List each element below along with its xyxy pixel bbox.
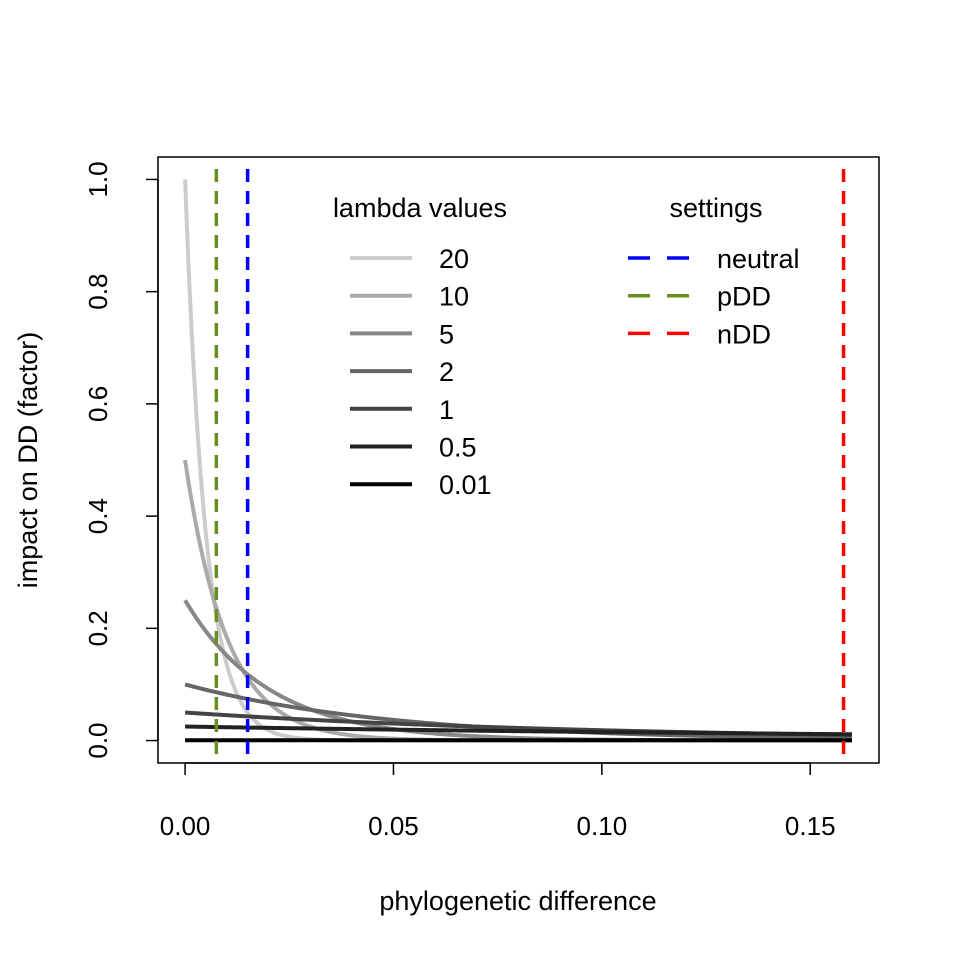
legend-label-5: 5 <box>439 319 454 349</box>
legend-label-10: 10 <box>439 282 469 312</box>
y-tick-label: 0.4 <box>83 498 113 534</box>
series-line-0.5 <box>185 724 852 737</box>
x-tick-label: 0.05 <box>368 811 419 841</box>
x-axis-title: phylogenetic difference <box>379 886 656 916</box>
legend-label-0.01: 0.01 <box>439 470 492 500</box>
legend-title: settings <box>669 193 762 223</box>
x-tick-label: 0.15 <box>785 811 836 841</box>
x-tick-label: 0.10 <box>577 811 628 841</box>
legend-label-pDD: pDD <box>717 282 771 312</box>
y-tick-label: 0.0 <box>83 722 113 758</box>
legend-title: lambda values <box>333 193 507 223</box>
vline-layer <box>214 169 846 763</box>
legend-label-1: 1 <box>439 395 454 425</box>
legend-label-20: 20 <box>439 244 469 274</box>
x-axis: 0.00 0.05 0.10 0.15 <box>160 762 836 841</box>
y-tick-label: 0.6 <box>83 386 113 422</box>
legend-label-neutral: neutral <box>717 244 800 274</box>
y-axis-title: impact on DD (factor) <box>13 332 43 589</box>
series-layer <box>183 179 852 743</box>
legend-settings: settings neutral pDD nDD <box>628 193 800 349</box>
y-tick-label: 0.8 <box>83 274 113 310</box>
y-tick-label: 0.2 <box>83 610 113 646</box>
legend-label-0.5: 0.5 <box>439 433 477 463</box>
y-axis: 0.0 0.2 0.4 0.6 0.8 1.0 <box>83 161 159 759</box>
x-tick-label: 0.00 <box>160 811 211 841</box>
legend-label-2: 2 <box>439 357 454 387</box>
legend-label-nDD: nDD <box>717 319 771 349</box>
legend-lambda-values: lambda values 20 10 5 2 1 0.5 0.01 <box>333 193 507 500</box>
y-tick-label: 1.0 <box>83 161 113 197</box>
